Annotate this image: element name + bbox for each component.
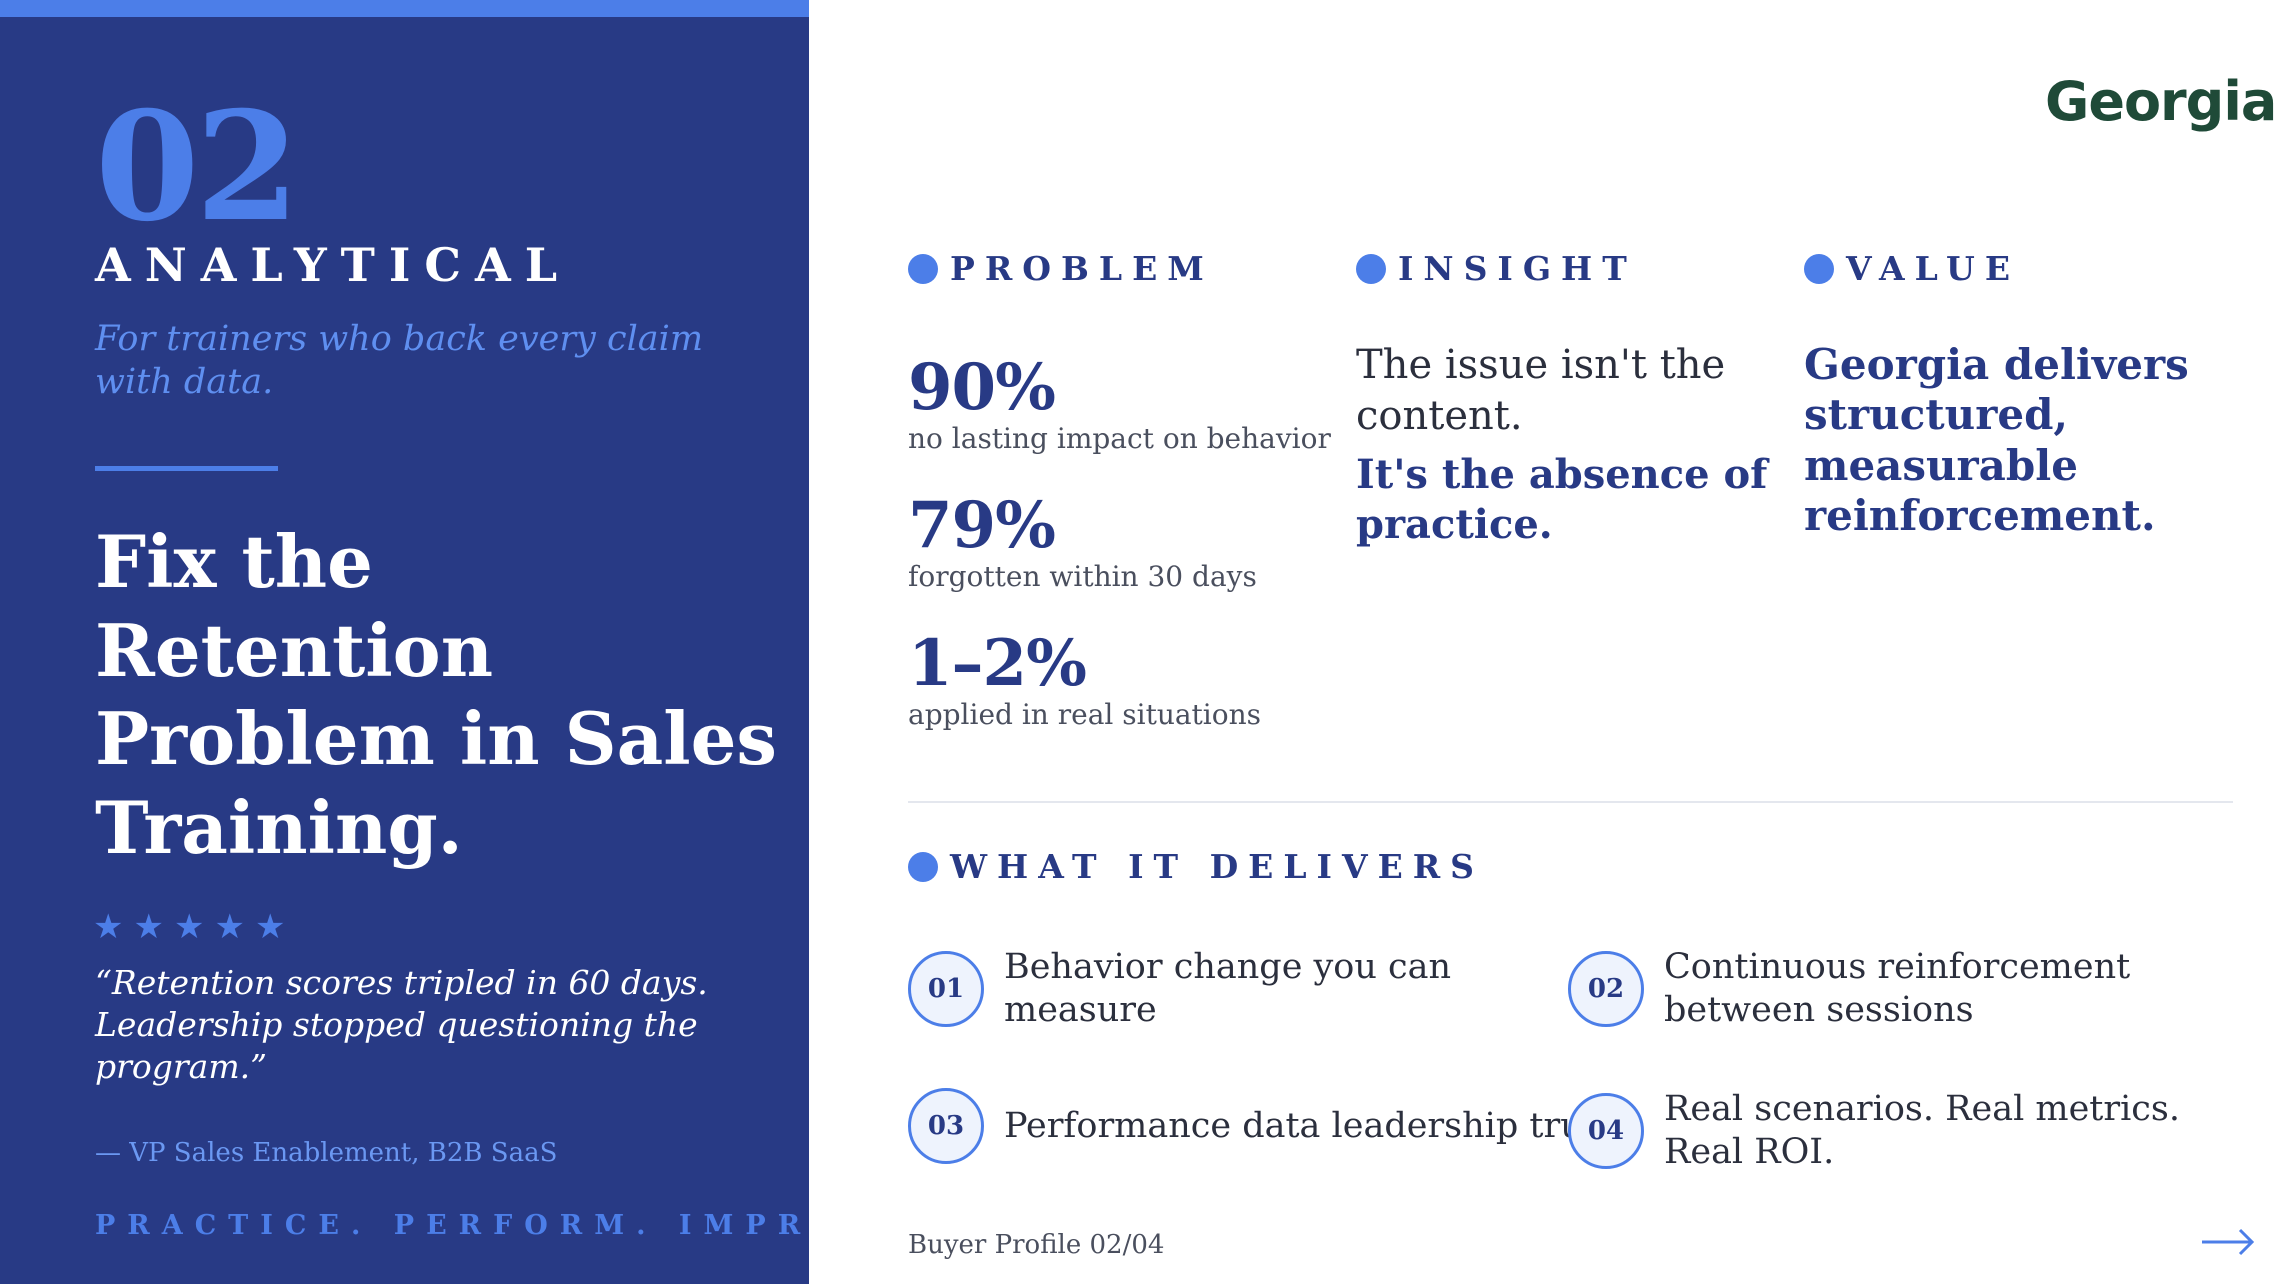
deliverable-item: 04 Real scenarios. Real metrics. Real RO… xyxy=(1568,1088,2228,1173)
deliverable-text: Behavior change you can measure xyxy=(1004,947,1452,1030)
deliverable-text: Real scenarios. Real metrics. Real ROI. xyxy=(1664,1089,2180,1172)
testimonial-quote: “Retention scores tripled in 60 days. Le… xyxy=(95,963,708,1087)
deliverable-item: 02 Continuous reinforcement between sess… xyxy=(1568,946,2228,1031)
deliverable-item: 01 Behavior change you can measure xyxy=(908,946,1548,1031)
profile-number: 02 xyxy=(95,79,300,255)
arrow-right-icon[interactable] xyxy=(2200,1222,2256,1262)
testimonial-attribution: — VP Sales Enablement, B2B SaaS xyxy=(95,1138,558,1168)
number-badge: 01 xyxy=(908,950,984,1027)
number-badge: 02 xyxy=(1568,950,1644,1027)
insight-label: INSIGHT xyxy=(1356,252,1637,285)
delivers-label: WHAT IT DELIVERS xyxy=(908,850,1484,883)
dot-icon xyxy=(1804,253,1834,284)
insight-block: The issue isn't the content. It's the ab… xyxy=(1356,340,1796,550)
deliverable-item: 03 Performance data leadership trusts xyxy=(908,1088,1633,1164)
divider-rule xyxy=(95,466,278,471)
insight-text: The issue isn't the content. xyxy=(1356,342,1726,440)
value-text: Georgia delivers structured, measurable … xyxy=(1804,340,2189,541)
star-rating: ★ ★ ★ ★ ★ xyxy=(93,910,285,944)
accent-bar xyxy=(0,0,809,17)
motto: PRACTICE. PERFORM. IMPROVE. xyxy=(95,1210,809,1241)
headline: Fix the Retention Problem in Sales Train… xyxy=(95,519,777,870)
profile-tagline: For trainers who back every claim with d… xyxy=(95,319,704,402)
page-indicator: Buyer Profile 02/04 xyxy=(908,1230,1165,1260)
stat-item: 79% forgotten within 30 days xyxy=(908,494,1257,593)
dot-icon xyxy=(908,253,938,284)
stat-item: 90% no lasting impact on behavior xyxy=(908,356,1331,455)
deliverable-text: Performance data leadership trusts xyxy=(1004,1105,1633,1146)
stat-caption: applied in real situations xyxy=(908,698,1262,731)
insight-emphasis: It's the absence of practice. xyxy=(1356,451,1768,549)
star-icon: ★ xyxy=(173,907,205,947)
star-icon: ★ xyxy=(214,907,245,947)
stat-item: 1–2% applied in real situations xyxy=(908,632,1261,731)
left-panel: 02 ANALYTICAL For trainers who back ever… xyxy=(0,0,809,1284)
star-icon: ★ xyxy=(93,907,124,947)
stat-caption: forgotten within 30 days xyxy=(908,560,1257,593)
section-divider xyxy=(908,801,2233,803)
star-icon: ★ xyxy=(133,907,164,947)
dot-icon xyxy=(1356,253,1386,284)
dot-icon xyxy=(908,851,938,882)
stat-value: 79% xyxy=(908,488,1056,563)
deliverable-text: Continuous reinforcement between session… xyxy=(1664,947,2131,1030)
problem-label: PROBLEM xyxy=(908,252,1214,285)
value-label: VALUE xyxy=(1804,252,2020,285)
stat-value: 90% xyxy=(908,350,1056,425)
star-icon: ★ xyxy=(254,907,286,947)
profile-category: ANALYTICAL xyxy=(95,238,572,292)
stat-caption: no lasting impact on behavior xyxy=(908,422,1331,455)
stat-value: 1–2% xyxy=(908,626,1087,701)
number-badge: 03 xyxy=(908,1088,984,1164)
number-badge: 04 xyxy=(1568,1092,1644,1169)
brand-logo: Georgia xyxy=(2045,70,2277,133)
